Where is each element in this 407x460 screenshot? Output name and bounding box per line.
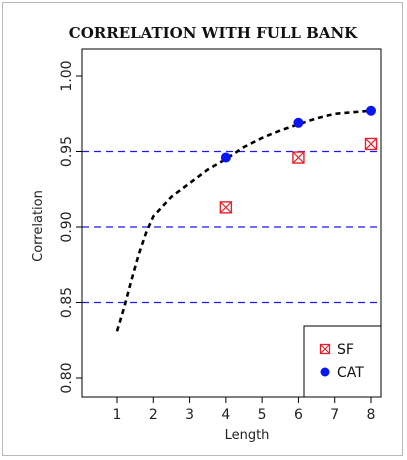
cat-point xyxy=(293,117,304,128)
chart-frame: CORRELATION WITH FULL BANK 1 2 3 4 5 6 7 8 0.80 0… xyxy=(2,2,403,456)
fitted-curve xyxy=(115,109,372,332)
cat-point xyxy=(220,152,231,163)
legend-sf-marker xyxy=(319,343,331,355)
y-tick-label: 0.85 xyxy=(59,287,75,318)
sf-point xyxy=(292,151,305,164)
y-tick-label: 1.00 xyxy=(59,60,75,91)
legend-sf-marker-cross xyxy=(320,344,330,354)
cat-point xyxy=(366,105,376,116)
sf-point-cross xyxy=(219,201,232,214)
y-tick-label: 0.95 xyxy=(59,136,75,167)
legend-sf-label: SF xyxy=(337,342,354,358)
y-tick-label: 0.90 xyxy=(59,211,75,242)
legend-cat-label: CAT xyxy=(337,365,364,381)
x-tick-label: 8 xyxy=(367,407,376,423)
sf-point xyxy=(219,201,233,214)
legend-cat-marker xyxy=(320,367,330,377)
x-tick-label: 6 xyxy=(294,407,303,423)
sf-point-cross xyxy=(292,151,305,164)
y-tick-label: 0.80 xyxy=(59,362,75,393)
x-tick-label: 1 xyxy=(113,407,122,423)
x-tick-label: 2 xyxy=(149,407,158,423)
correlation-chart: CORRELATION WITH FULL BANK 1 2 3 4 5 6 7 8 0.80 0… xyxy=(31,24,382,443)
chart-title: CORRELATION WITH FULL BANK xyxy=(69,24,358,42)
plot-box xyxy=(81,48,382,398)
sf-point xyxy=(364,137,378,151)
sf-point-cross xyxy=(365,138,377,150)
x-tick-label: 4 xyxy=(221,407,230,423)
plot-area: 1 2 3 4 5 6 7 8 0.80 0.85 0.90 0.95 1.00 SF CAT xyxy=(59,48,382,423)
x-tick-label: 5 xyxy=(258,407,267,423)
y-axis-title: Correlation xyxy=(31,190,46,262)
legend-box xyxy=(303,325,382,398)
x-axis-title: Length xyxy=(225,428,270,443)
x-tick-label: 7 xyxy=(330,407,339,423)
x-tick-label: 3 xyxy=(185,407,194,423)
